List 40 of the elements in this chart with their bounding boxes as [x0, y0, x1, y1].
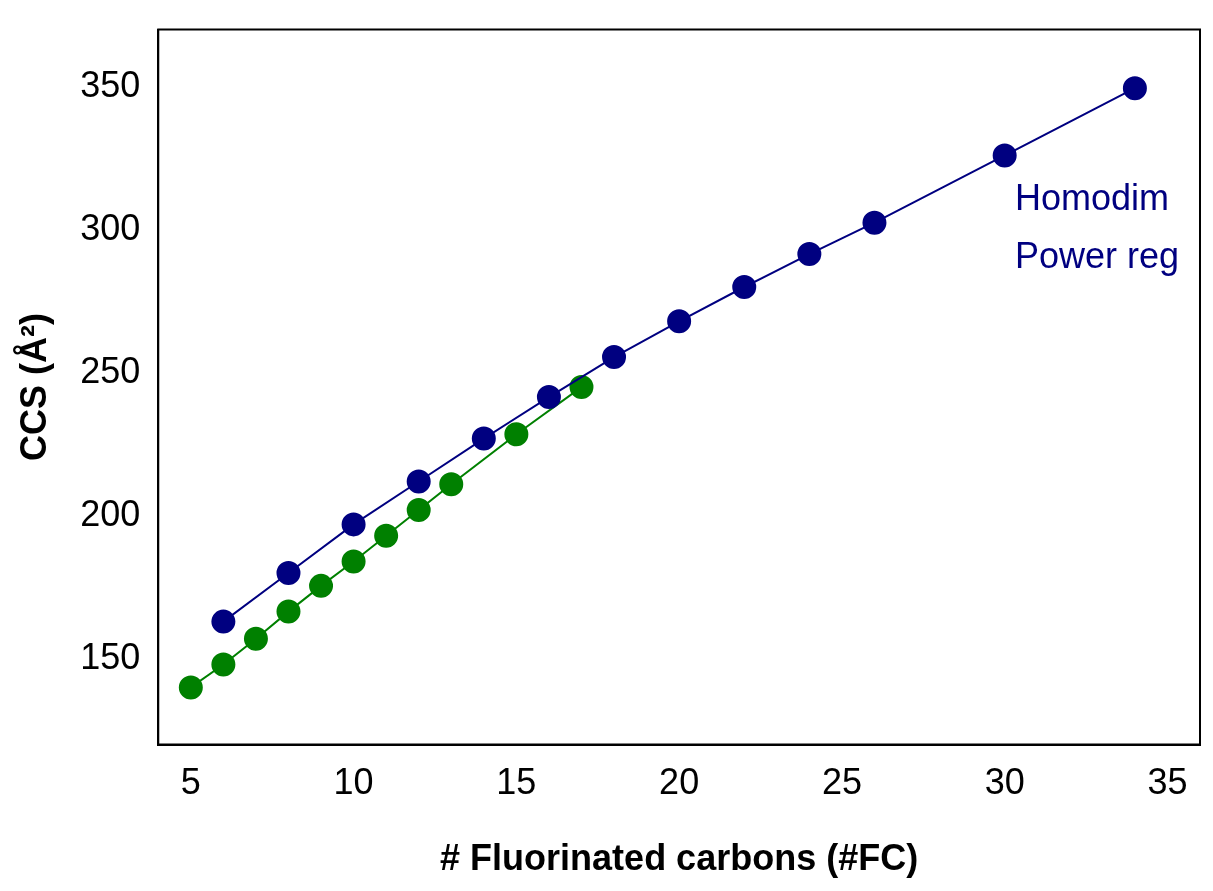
- annotation: Homodim: [1015, 176, 1170, 218]
- point: [602, 345, 627, 370]
- point: [211, 652, 236, 677]
- annotation: Power reg: [1015, 234, 1180, 276]
- y-tick-label: 150: [80, 635, 141, 677]
- point: [992, 143, 1017, 168]
- y-tick-label: 300: [80, 206, 141, 248]
- point: [211, 609, 236, 634]
- point: [243, 626, 268, 651]
- point: [569, 375, 594, 400]
- y-axis-title: CCS (Å²): [12, 313, 54, 462]
- point: [406, 498, 431, 523]
- point: [732, 275, 757, 299]
- point: [504, 422, 529, 447]
- x-tick-label: 20: [659, 761, 700, 803]
- point: [536, 385, 561, 410]
- point: [406, 469, 431, 494]
- point: [276, 599, 301, 624]
- point: [471, 426, 496, 451]
- x-tick-label: 30: [984, 761, 1025, 803]
- point: [862, 210, 887, 235]
- point: [341, 549, 366, 574]
- point: [667, 309, 692, 334]
- point: [797, 242, 822, 267]
- point: [1122, 76, 1147, 101]
- x-tick-label: 5: [180, 761, 201, 803]
- point: [309, 573, 334, 598]
- y-tick-label: 250: [80, 349, 141, 391]
- x-tick-label: 15: [496, 761, 537, 803]
- x-tick-label: 10: [333, 761, 374, 803]
- point: [276, 561, 301, 585]
- point: [341, 512, 366, 537]
- x-tick-label: 25: [821, 761, 862, 803]
- y-tick-label: 350: [80, 63, 141, 105]
- point: [439, 472, 464, 497]
- y-tick-label: 200: [80, 492, 141, 534]
- x-axis-title: # Fluorinated carbons (#FC): [440, 837, 919, 879]
- x-tick-label: 35: [1147, 761, 1188, 803]
- point: [178, 675, 203, 700]
- point: [374, 523, 399, 548]
